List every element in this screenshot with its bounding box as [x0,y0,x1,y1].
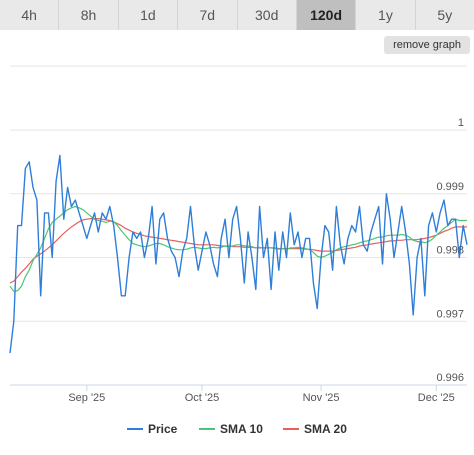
legend-label: SMA 10 [220,422,263,436]
tab-8h[interactable]: 8h [59,0,119,30]
y-tick-label: 0.996 [436,372,464,384]
y-tick-label: 0.999 [436,181,464,193]
remove-graph-button[interactable]: remove graph [384,36,470,54]
legend-item-price[interactable]: Price [127,422,178,436]
x-tick-label: Nov '25 [303,392,340,404]
tab-4h[interactable]: 4h [0,0,60,30]
tab-1d[interactable]: 1d [118,0,179,30]
tab-1y[interactable]: 1y [356,0,416,30]
y-tick-label: 0.998 [436,245,464,257]
legend-label: Price [148,422,178,436]
tab-5y[interactable]: 5y [415,0,474,30]
tab-120d[interactable]: 120d [296,0,357,30]
legend-item-sma-20[interactable]: SMA 20 [283,422,347,436]
y-tick-label: 0.997 [436,308,464,320]
y-tick-label: 1 [458,117,464,129]
legend-label: SMA 20 [304,422,347,436]
x-tick-label: Dec '25 [418,392,455,404]
tab-30d[interactable]: 30d [237,0,297,30]
x-tick-label: Sep '25 [68,392,105,404]
series-line-sma-20 [9,218,467,284]
tab-7d[interactable]: 7d [178,0,238,30]
x-tick-label: Oct '25 [185,392,220,404]
series-line-sma-10 [9,205,467,292]
time-range-tabs: 4h 8h 1d 7d 30d 120d 1y 5y [0,0,474,30]
series-line-price [9,154,468,354]
legend-item-sma-10[interactable]: SMA 10 [199,422,263,436]
